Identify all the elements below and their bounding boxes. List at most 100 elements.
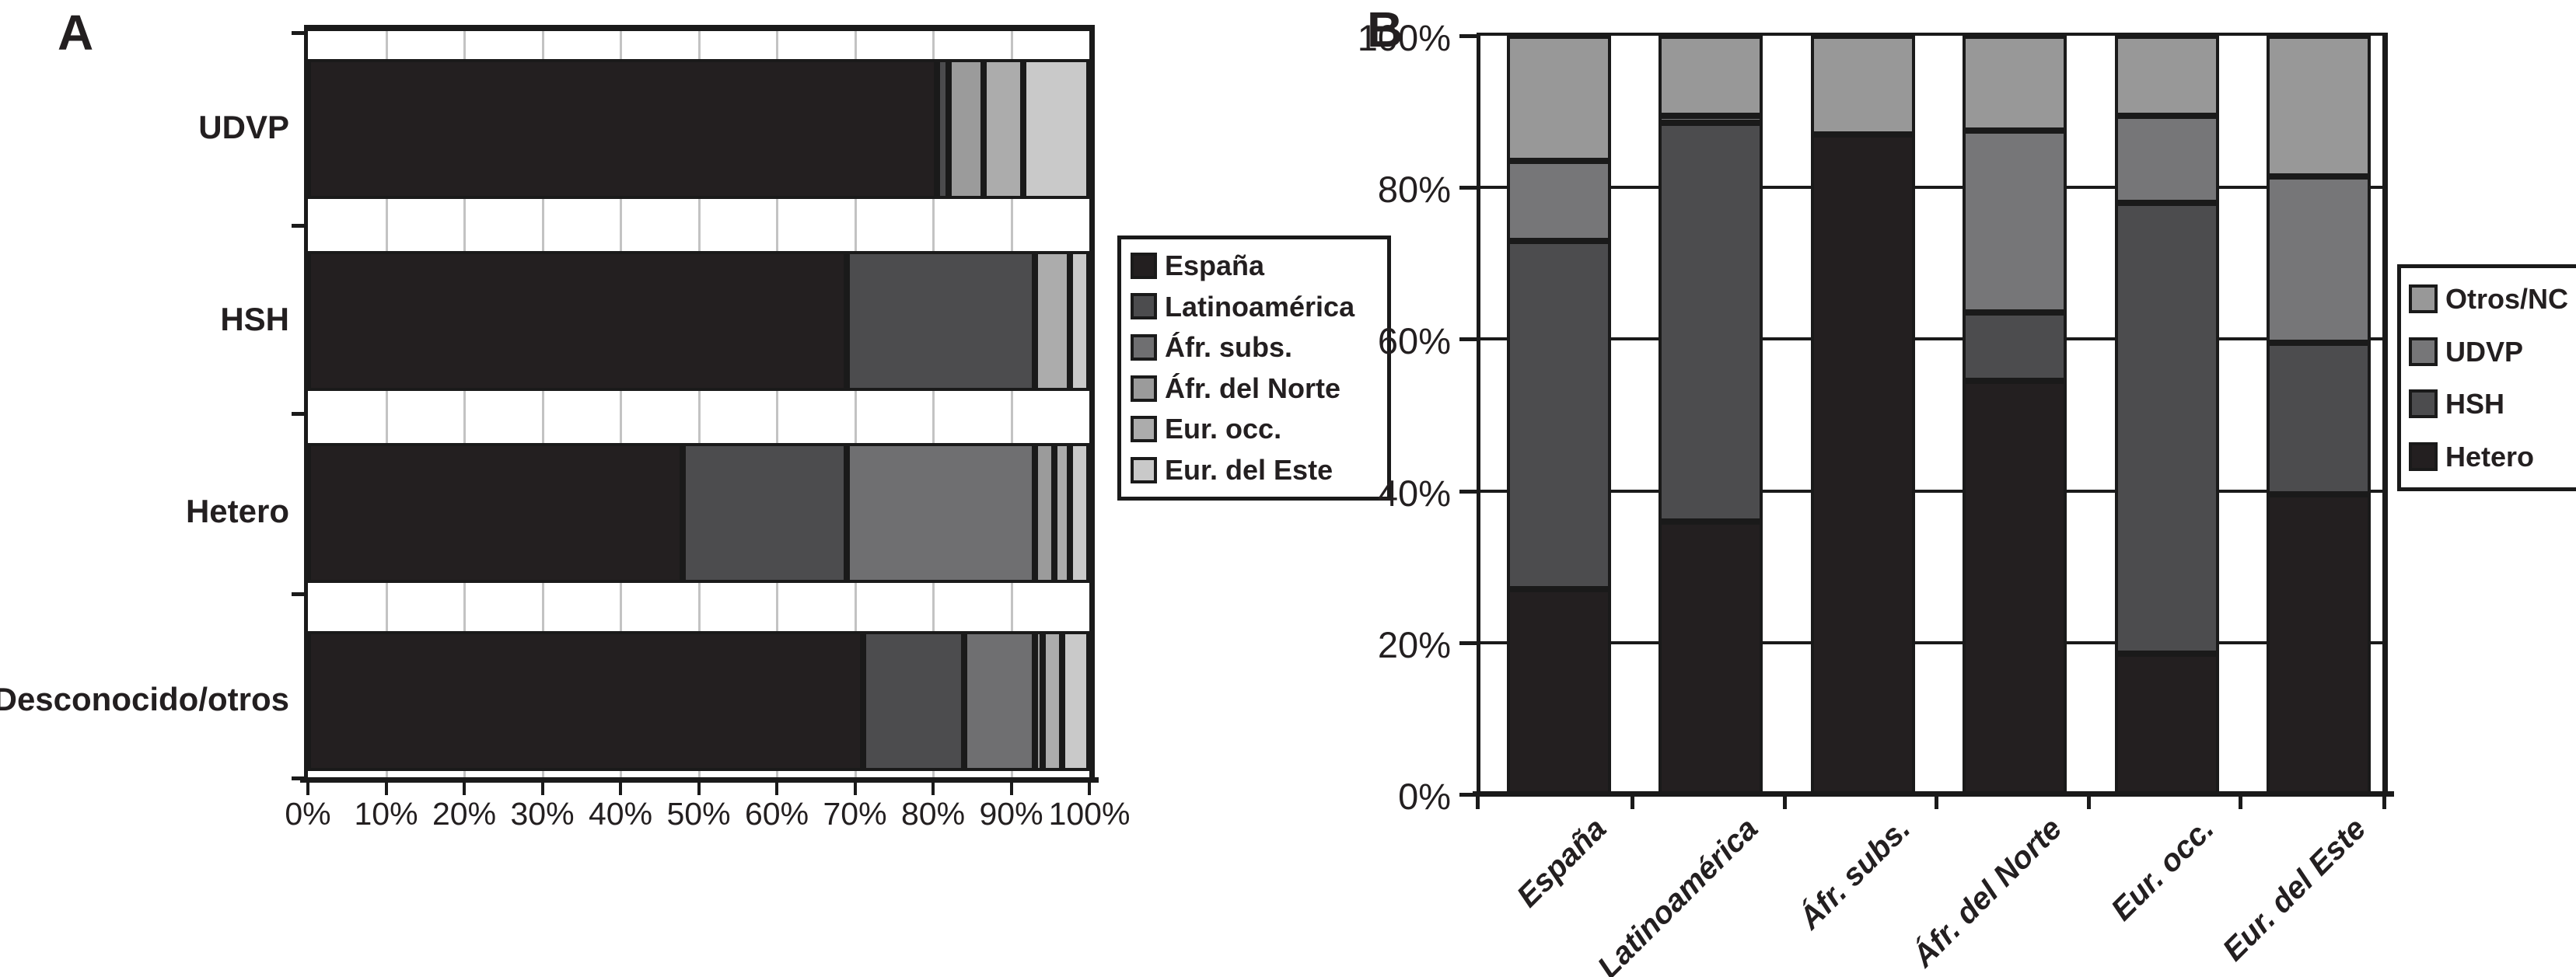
x-axis-tick (619, 783, 622, 795)
x-axis-tick (2086, 797, 2091, 809)
bar-segment-Otros/NC (1963, 36, 2067, 131)
x-axis-tick (463, 783, 466, 795)
bar-segment-UDVP (1658, 115, 1763, 124)
x-tick-label: 100% (1048, 796, 1131, 832)
category-label: UDVP (198, 109, 289, 145)
y-tick-label: 40% (1377, 472, 1451, 514)
bar-segment-Áfr. subs. (964, 631, 1035, 771)
legend-swatch (1131, 416, 1157, 443)
y-axis-tick (292, 224, 304, 228)
bar-Eur. del Este (2267, 36, 2371, 794)
bar-Hetero (308, 443, 1089, 583)
y-axis-tick (1459, 489, 1477, 494)
bar-segment-Áfr. del Norte (1034, 443, 1054, 583)
y-axis-tick (292, 592, 304, 596)
legend-label: Eur. del Este (1165, 453, 1333, 486)
legend-label: Áfr. subs. (1165, 331, 1293, 364)
bar-segment-Eur. del Este (1061, 631, 1089, 771)
legend-item: Eur. occ. (1131, 413, 1378, 445)
y-axis-tick (1459, 793, 1477, 797)
chart-a-x-tick-labels: 0% 10% 20% 30% 40% 50% 60% 70% 80% 90% 100% (285, 796, 1130, 835)
x-axis-tick (1631, 797, 1635, 809)
gridline-vertical (385, 31, 388, 780)
x-tick-label: 30% (510, 796, 575, 832)
x-axis-tick (1088, 783, 1091, 795)
legend-item: UDVP (2409, 335, 2576, 368)
legend-item: Áfr. del Norte (1131, 373, 1378, 404)
category-label: Áfr. del Norte (1906, 811, 2069, 974)
bar-segment-HSH (1507, 240, 1611, 590)
chart-a-x-axis-line (300, 777, 1099, 795)
x-tick-label: 90% (979, 796, 1043, 832)
x-tick-label: 80% (900, 796, 966, 832)
legend-swatch (2409, 284, 2438, 314)
bar-segment-España (308, 251, 848, 391)
y-axis-tick (292, 412, 304, 416)
chart-b-plot-area (1459, 33, 2388, 797)
legend-item: Latinoamérica (1131, 291, 1378, 323)
gridline-horizontal (1480, 186, 2382, 190)
gridline-horizontal (1480, 337, 2382, 341)
chart-b-x-axis-ticks (1476, 797, 2386, 812)
bar-segment-Otros/NC (1507, 36, 1611, 162)
bar-segment-Eur. del Este (1022, 59, 1089, 199)
bar-segment-Latinoamérica (847, 251, 1035, 391)
gridline-vertical (697, 31, 701, 780)
bar-segment-España (308, 443, 683, 583)
y-tick-label: 100% (1357, 17, 1451, 58)
legend-swatch (1131, 375, 1157, 402)
legend-label: UDVP (2445, 335, 2524, 368)
legend-label: Otros/NC (2445, 283, 2569, 315)
bar-segment-Otros/NC (2267, 36, 2371, 176)
x-tick-label: 40% (588, 796, 653, 832)
bar-segment-Latinoamérica (683, 443, 848, 583)
bar-segment-Eur. occ. (1054, 443, 1070, 583)
bar-segment-UDVP (2114, 115, 2219, 203)
y-tick-label: 0% (1398, 776, 1451, 817)
bar-segment-Eur. occ. (984, 59, 1023, 199)
bar-segment-Eur. del Este (1069, 443, 1089, 583)
x-axis-tick (1935, 797, 1939, 809)
bar-segment-Áfr. subs. (847, 443, 1035, 583)
bar-segment-Otros/NC (1658, 36, 1763, 116)
bar-HSH (308, 251, 1089, 391)
legend-swatch (2409, 389, 2438, 419)
gridline-vertical (776, 31, 778, 780)
chart-a-category-labels: UDVP HSH Hetero Desconocido/otros (0, 31, 294, 780)
category-label: Eur. del Este (2216, 811, 2373, 968)
gridline-vertical (932, 31, 935, 780)
gridline-horizontal (1480, 640, 2382, 644)
chart-a-plot-area (292, 25, 1095, 780)
y-axis-tick (1459, 337, 1477, 342)
category-label: HSH (220, 301, 289, 337)
category-label: Áfr. subs. (1791, 811, 1917, 936)
chart-b-y-tick-labels: 0% 20% 40% 60% 80% 100% (1306, 17, 1462, 817)
bar-segment-Hetero (1810, 134, 1915, 794)
x-tick-label: 60% (744, 796, 809, 832)
x-axis-tick (853, 783, 857, 795)
legend-item: España (1131, 250, 1378, 281)
bar-Áfr. subs. (1810, 36, 1915, 794)
y-axis-tick (1459, 186, 1477, 190)
y-axis-tick (1459, 34, 1477, 38)
bar-segment-Hetero (2114, 654, 2219, 794)
gridline-vertical (854, 31, 857, 780)
legend-item: HSH (2409, 389, 2576, 420)
x-tick-label: 0% (285, 796, 331, 832)
x-axis-tick (1009, 783, 1013, 795)
legend-label: Áfr. del Norte (1165, 372, 1341, 404)
y-axis-tick (292, 31, 304, 35)
panel-a-letter: A (58, 5, 94, 61)
bar-segment-Áfr. del Norte (1034, 631, 1043, 771)
bar-segment-UDVP (2267, 176, 2371, 344)
x-axis-tick (1782, 797, 1787, 809)
y-tick-label: 60% (1377, 320, 1451, 362)
bar-segment-Hetero (1658, 521, 1763, 794)
bar-Latinoamérica (1658, 36, 1763, 794)
bar-Áfr. del Norte (1963, 36, 2067, 794)
y-tick-label: 20% (1377, 623, 1451, 665)
bar-segment-Eur. occ. (1034, 251, 1070, 391)
legend-item: Hetero (2409, 441, 2576, 473)
bar-segment-HSH (1963, 312, 2067, 382)
